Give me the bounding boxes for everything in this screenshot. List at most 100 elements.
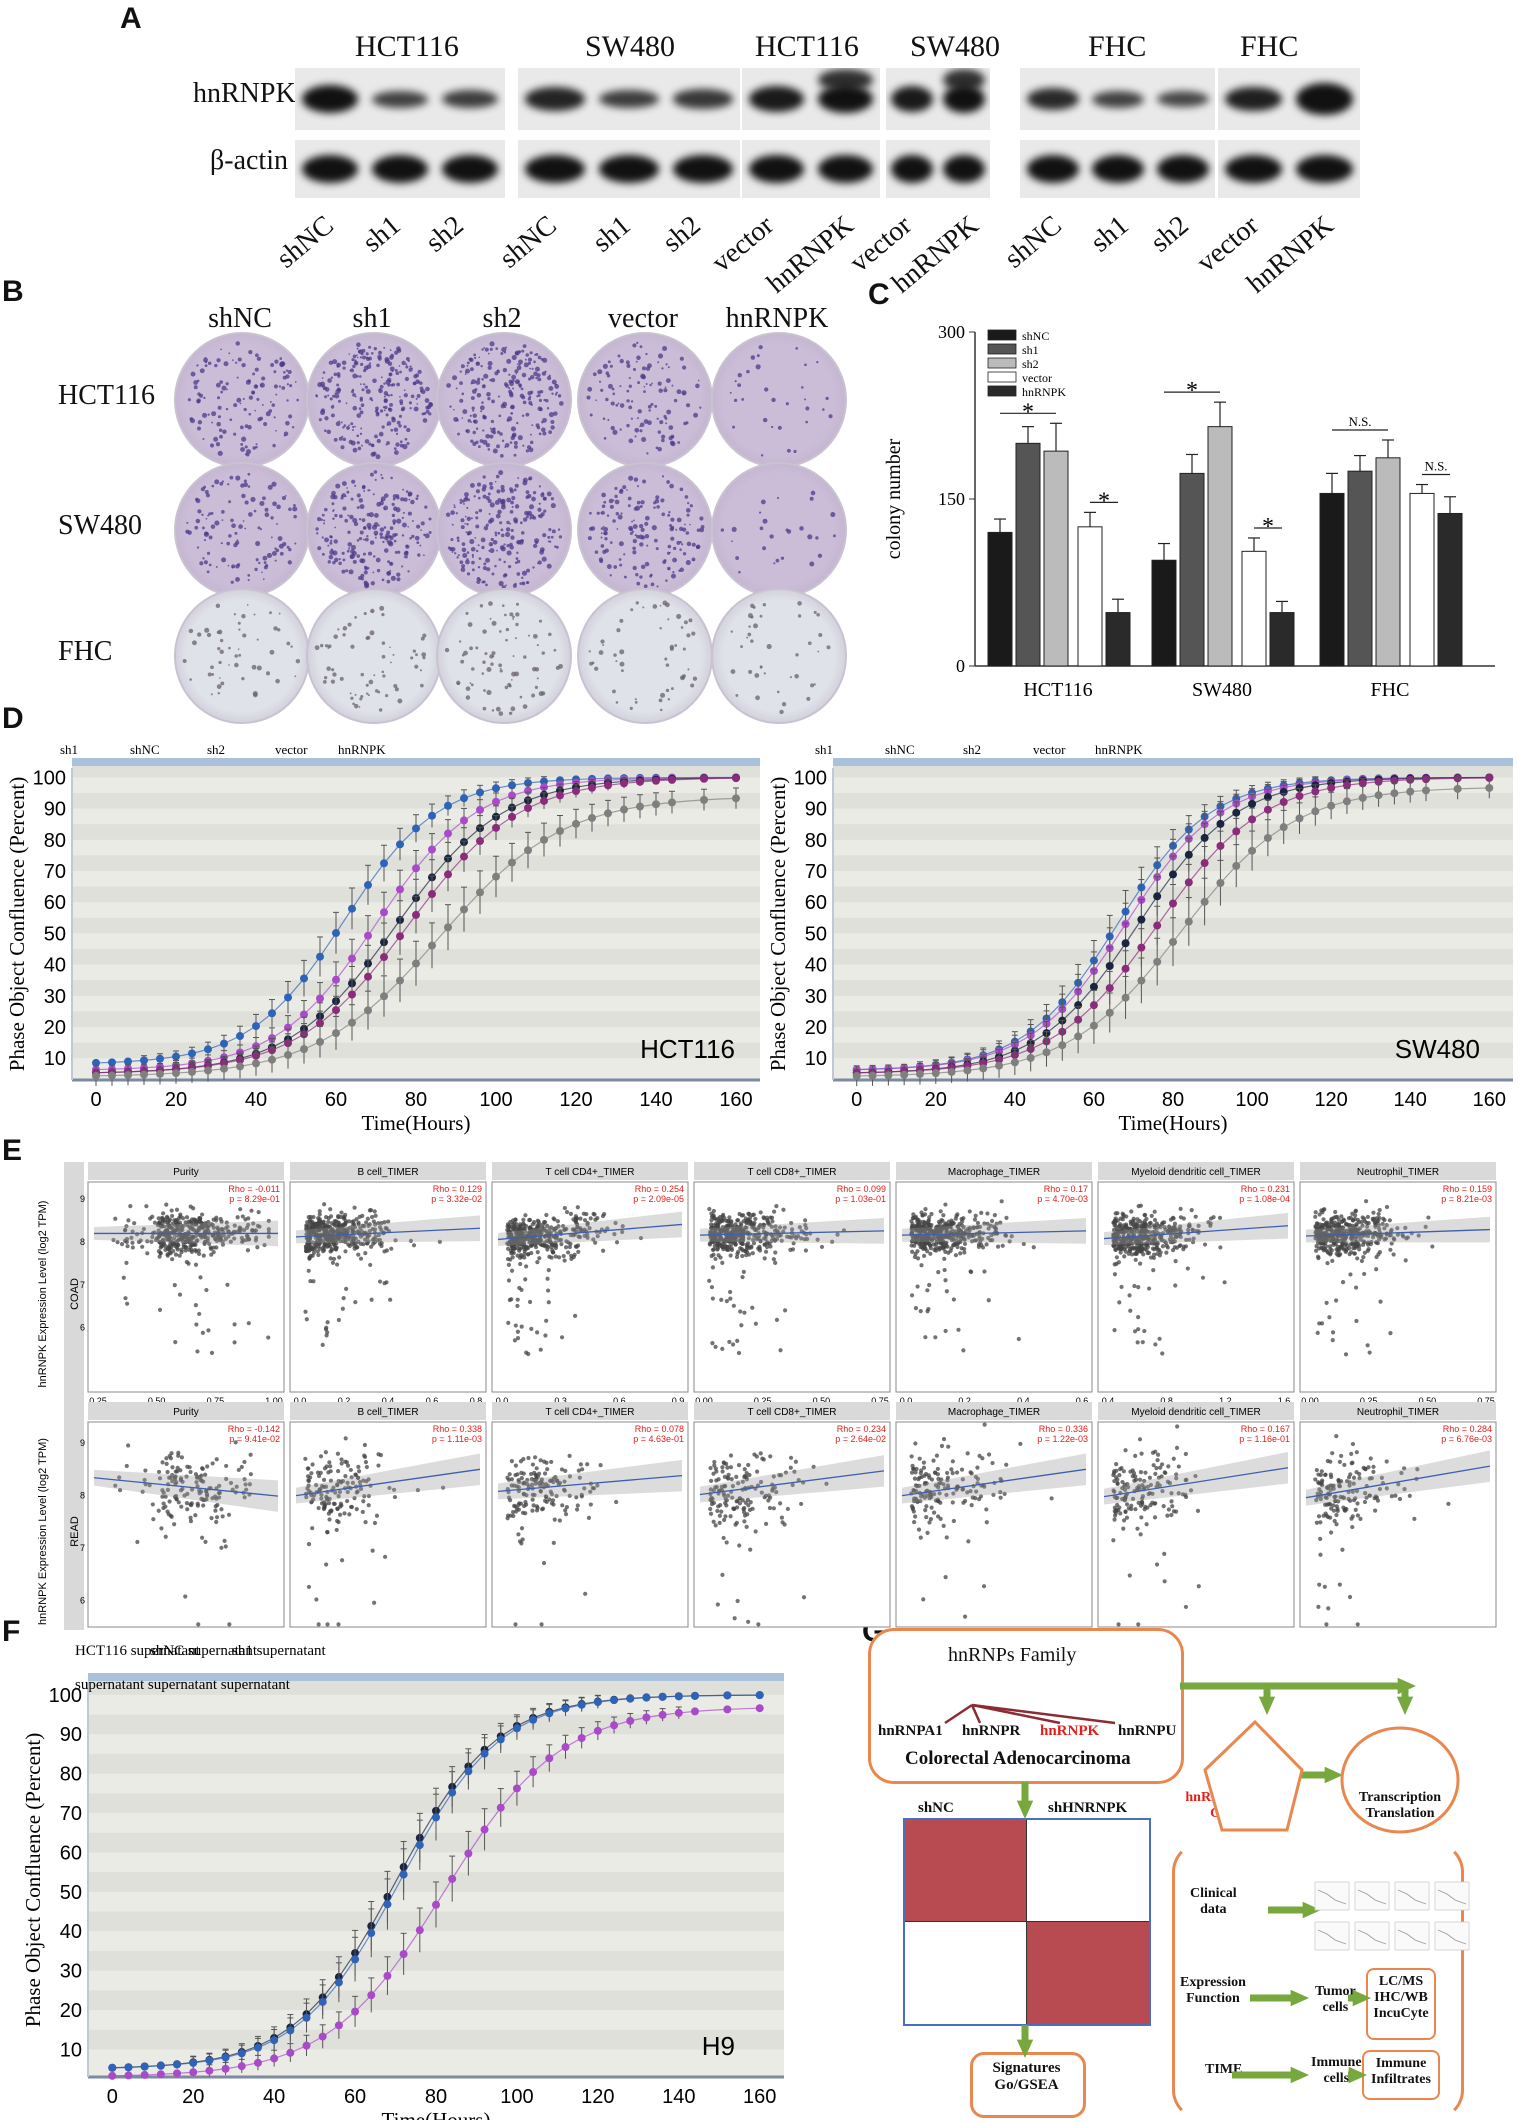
colony-dot [587, 536, 592, 541]
colony-dot [374, 689, 379, 693]
colony-dot [508, 387, 511, 390]
e-scatter-point [328, 1214, 334, 1219]
chartD2-ytick: 30 [805, 986, 827, 1008]
e-rho: Rho = 0.254 [635, 1184, 684, 1194]
colony-dot [609, 574, 612, 577]
e-scatter-point [519, 1324, 524, 1329]
colony-dot [341, 481, 347, 487]
colony-dot [394, 687, 399, 692]
colony-dot [373, 346, 377, 351]
chartD2-point-shNC [1248, 799, 1257, 808]
colony-dot [416, 541, 420, 545]
colony-dot [523, 655, 527, 659]
e-scatter-point [358, 1256, 364, 1261]
e-rho: Rho = 0.099 [837, 1184, 886, 1194]
colony-dot [266, 552, 273, 559]
colony-dot [682, 365, 687, 370]
colony-dot [259, 528, 263, 531]
colony-dot [602, 363, 608, 369]
colony-dot [636, 581, 641, 586]
colony-dot [390, 353, 395, 358]
colony-dot [731, 540, 733, 543]
colony-dot [679, 548, 682, 551]
colony-dot [550, 420, 555, 425]
colony-dot [425, 409, 430, 414]
colony-dot [446, 383, 452, 388]
colony-dot [521, 581, 526, 586]
e-scatter-point [209, 1252, 214, 1257]
colony-dot [619, 428, 622, 431]
e-scatter-point [128, 1204, 133, 1209]
colony-dot [510, 500, 514, 505]
colony-dot [677, 441, 681, 444]
colony-dot [667, 366, 670, 369]
colony-dot [466, 551, 470, 554]
colony-dot [368, 345, 372, 349]
colony-dot [419, 544, 422, 547]
e-scatter-point [730, 1342, 736, 1347]
colony-dot [676, 613, 682, 619]
colony-dot [370, 472, 374, 477]
colony-dot [386, 571, 392, 576]
colony-dot [626, 389, 630, 393]
colony-dot [368, 489, 371, 492]
e-scatter-point [581, 1211, 586, 1216]
e-scatter-point [195, 1238, 200, 1243]
colony-dot [618, 489, 624, 494]
colony-dot [682, 392, 686, 395]
colony-dot [551, 392, 554, 395]
e-scatter-point [140, 1244, 145, 1249]
colony-dot [379, 535, 383, 539]
colony-dot [471, 555, 474, 558]
chartD2-point-hnRNPK [931, 1069, 940, 1078]
chartD2-xtick: 80 [1162, 1089, 1184, 1111]
colony-dot [345, 569, 349, 573]
e-scatter-point [203, 1239, 208, 1244]
colony-dot [773, 562, 776, 565]
colony-dot [629, 527, 634, 532]
colony-dot [464, 522, 466, 525]
colony-dot [699, 516, 704, 521]
e-scatter-point [713, 1344, 718, 1350]
chartD2-point-hnRNPK [1279, 823, 1288, 832]
colony-dot [234, 662, 239, 668]
chartD1-ylabel: Phase Object Confluence (Percent) [5, 777, 29, 1071]
c-bar-FHC-hnRNPK [1437, 512, 1463, 667]
colony-dot [231, 523, 236, 529]
e-scatter-point [336, 1215, 341, 1220]
colony-dot [415, 653, 418, 657]
e-rho: Rho = 0.129 [433, 1184, 482, 1194]
colony-dot [242, 520, 245, 522]
colony-dot [352, 517, 358, 524]
e-scatter-point [535, 1218, 540, 1223]
colony-dot [220, 681, 225, 686]
chartD1-point-sh1 [156, 1054, 164, 1063]
band-4-bot-1 [891, 155, 933, 183]
e-scatter-point [943, 1202, 948, 1207]
colony-dot [645, 383, 648, 386]
colony-dot [546, 563, 552, 569]
colony-dot [337, 374, 341, 378]
colony-dot [553, 648, 557, 652]
e-scatter-point [728, 1253, 733, 1258]
e-scatter-point [518, 1255, 523, 1260]
colony-dot [385, 443, 388, 446]
panel-letter-d: D [2, 702, 24, 735]
c-legend-label: hnRNPK [1022, 385, 1066, 399]
dish-r2-c5 [711, 462, 847, 598]
colony-dot [522, 480, 528, 486]
dish-r1-c1 [174, 332, 310, 468]
colony-dot [471, 406, 475, 410]
e-scatter-point [119, 1242, 125, 1247]
colony-dot [387, 407, 392, 411]
colony-dot [279, 362, 285, 368]
e-scatter-point [529, 1250, 534, 1256]
colony-dot [730, 630, 733, 633]
colony-dot [542, 533, 547, 538]
colony-dot [730, 669, 736, 674]
colony-dot [211, 484, 215, 488]
colony-dot [482, 629, 487, 634]
colony-dot [535, 423, 540, 428]
chartD2-point-hnRNPK [915, 1070, 924, 1079]
e-scatter-point [339, 1235, 344, 1240]
